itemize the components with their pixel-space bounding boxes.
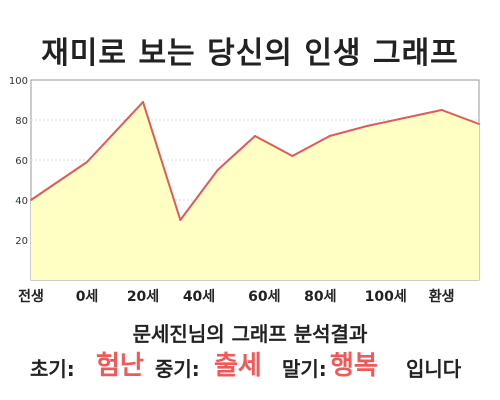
middle-value: 출세	[214, 351, 262, 381]
x-tick-label: 환생	[429, 288, 455, 305]
x-tick-label: 100세	[365, 289, 407, 305]
y-tick-label: 40	[15, 196, 28, 207]
analysis-result: 초기: 험난 중기: 출세 말기: 행복 입니다	[0, 348, 500, 382]
x-tick-label: 40세	[183, 289, 215, 305]
x-tick-label: 60세	[248, 289, 280, 305]
early-label: 초기:	[30, 357, 75, 381]
life-graph-chart: 20 40 60 80 100 전생 0세 20세 40세 60세 80세 100세 환생	[9, 76, 480, 305]
line-segment	[142, 101, 182, 221]
line-segment	[440, 109, 480, 125]
y-tick-label: 80	[15, 116, 28, 127]
x-tick-labels: 전생 0세 20세 40세 60세 80세 100세 환생	[18, 288, 454, 305]
line-segment	[30, 161, 88, 201]
y-tick-label: 60	[15, 156, 28, 167]
x-tick-label: 전생	[18, 288, 44, 305]
late-value: 행복	[330, 351, 378, 381]
x-tick-label: 20세	[127, 289, 159, 305]
x-tick-label: 0세	[76, 289, 99, 305]
line-segment	[179, 169, 219, 221]
line-segment	[291, 135, 331, 157]
line-segment	[254, 135, 294, 157]
analysis-subtitle: 문세진님의 그래프 분석결과	[132, 322, 368, 346]
late-label: 말기:	[282, 357, 327, 381]
line-segment	[366, 117, 406, 127]
middle-label: 중기:	[155, 357, 200, 381]
line-segment	[216, 135, 256, 171]
line-segment	[328, 125, 368, 137]
result-ending: 입니다	[406, 357, 462, 381]
area-fill	[31, 102, 479, 280]
line-segments	[30, 101, 480, 221]
early-value: 험난	[96, 351, 144, 381]
x-tick-label: 80세	[304, 289, 336, 305]
y-tick-label: 20	[15, 236, 28, 247]
chart-title: 재미로 보는 당신의 인생 그래프	[41, 36, 459, 71]
line-segment	[86, 101, 144, 163]
y-tick-label: 100	[9, 76, 28, 87]
y-tick-labels: 20 40 60 80 100	[9, 76, 28, 247]
line-segment	[403, 109, 443, 119]
